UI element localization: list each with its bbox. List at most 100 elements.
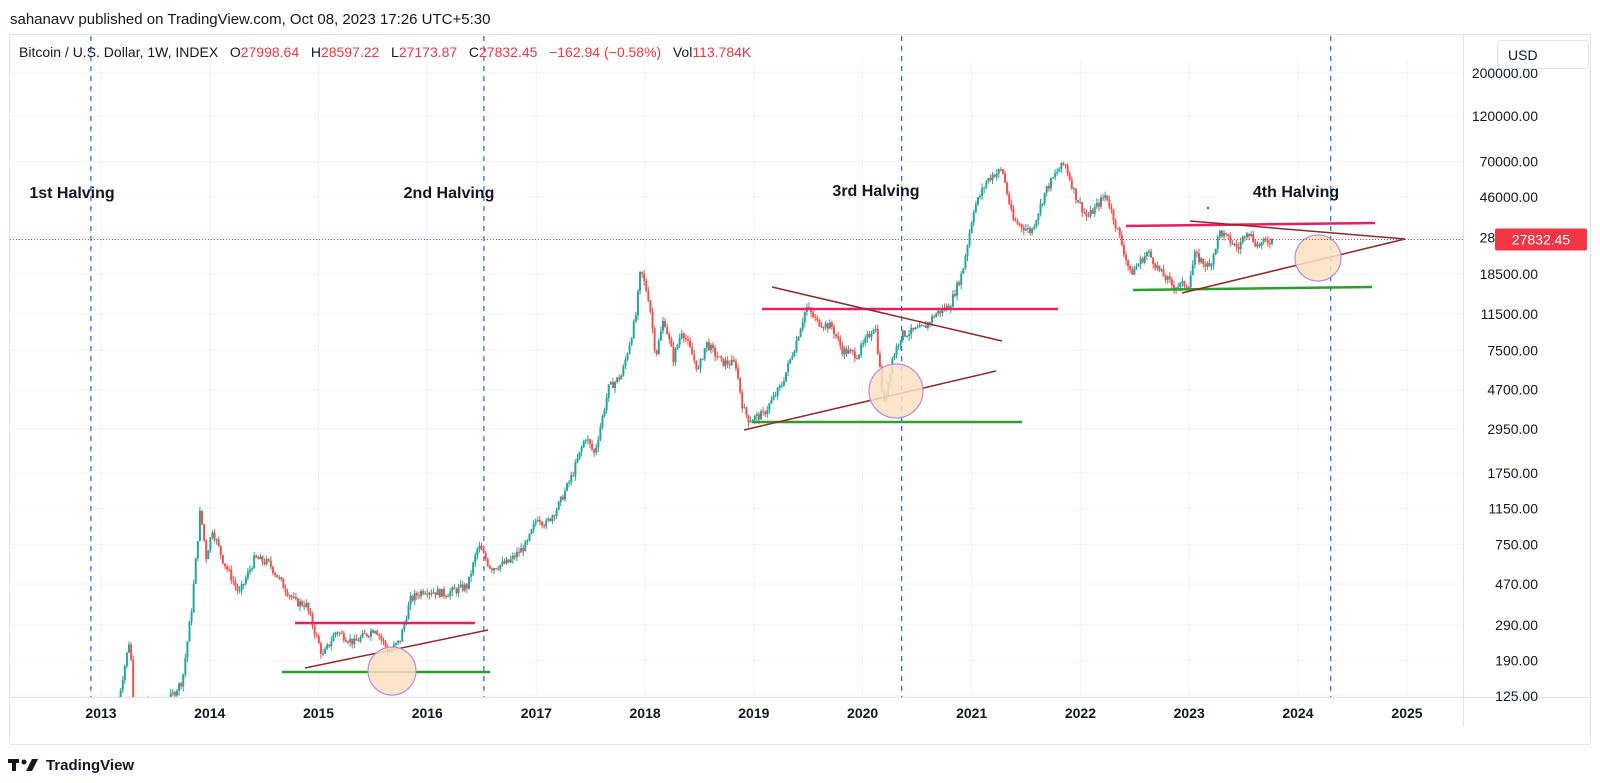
candle-body	[198, 510, 201, 541]
candle-body	[271, 566, 274, 573]
candle	[745, 406, 748, 419]
candle	[607, 384, 610, 403]
candle-body	[463, 584, 466, 591]
candle	[659, 326, 662, 342]
candle-body	[807, 307, 810, 309]
candle-body	[540, 521, 543, 526]
candle-body	[538, 520, 541, 522]
candle-body	[557, 502, 560, 510]
candle	[1181, 277, 1184, 287]
candle-body	[979, 195, 982, 198]
candle	[858, 354, 861, 361]
candle	[822, 326, 825, 332]
candle	[426, 588, 429, 598]
candle-body	[989, 178, 992, 180]
candle-body	[1043, 192, 1046, 204]
candle	[261, 555, 264, 566]
candle	[173, 690, 176, 697]
low-value: 27173.87	[398, 44, 458, 60]
candle	[221, 554, 224, 565]
candle-body	[276, 574, 279, 578]
candle-body	[143, 700, 145, 703]
candle	[793, 349, 796, 358]
candle-body	[1245, 233, 1248, 238]
candle	[1039, 198, 1042, 217]
candle	[309, 608, 312, 617]
candle	[968, 229, 971, 248]
candle	[470, 570, 473, 582]
candle	[791, 352, 794, 361]
candle-body	[634, 315, 637, 322]
candle-body	[684, 338, 687, 340]
candle-body	[361, 633, 364, 638]
symbol-name[interactable]: Bitcoin / U.S. Dollar, 1W, INDEX	[19, 44, 219, 60]
candle	[901, 329, 904, 343]
candle-body	[1208, 263, 1211, 267]
candle	[509, 555, 512, 564]
candle-body	[728, 364, 731, 366]
candle-body	[211, 532, 214, 538]
trendline	[1189, 220, 1406, 240]
candle	[271, 565, 274, 576]
candle-body	[415, 593, 418, 596]
candle	[1066, 163, 1069, 177]
candle-body	[397, 640, 400, 643]
candle-body	[1104, 195, 1107, 198]
candle-body	[933, 316, 936, 318]
candle-body	[561, 496, 564, 500]
candle-body	[1216, 236, 1219, 249]
candle	[999, 166, 1002, 172]
candle-body	[789, 359, 792, 364]
candle-body	[1191, 264, 1194, 276]
candle	[497, 566, 500, 571]
candle	[855, 355, 858, 360]
candle	[121, 675, 124, 694]
candle	[1062, 161, 1065, 166]
candle-body	[480, 545, 483, 551]
halving-label: 2nd Halving	[404, 185, 495, 202]
candle	[294, 592, 297, 601]
candle	[568, 480, 571, 488]
candle-body	[474, 555, 477, 563]
chart-frame[interactable]	[9, 34, 1591, 745]
candle-body	[718, 356, 721, 358]
x-tick-label: 2024	[1282, 705, 1313, 721]
candle-body	[467, 576, 470, 589]
candle	[486, 557, 489, 567]
candle	[407, 601, 410, 620]
candle	[636, 288, 639, 321]
candle-body	[1223, 233, 1226, 237]
candle-body	[689, 340, 692, 348]
candle-body	[461, 584, 464, 591]
y-tick-label: 46000.00	[1480, 189, 1539, 205]
candle-body	[974, 204, 977, 213]
candle-body	[578, 451, 581, 459]
candle-body	[833, 326, 836, 335]
candle	[467, 576, 470, 590]
candle	[151, 699, 153, 708]
candle-body	[649, 300, 652, 312]
candle	[276, 574, 279, 578]
candle	[280, 576, 283, 582]
candle-body	[1079, 201, 1082, 203]
candle-body	[722, 358, 725, 366]
candle-body	[1072, 188, 1075, 190]
candle-body	[1150, 251, 1153, 258]
candle-body	[311, 614, 314, 627]
candle-body	[816, 317, 819, 320]
candle	[536, 516, 539, 523]
candle-body	[835, 334, 838, 337]
footer-brand[interactable]: TradingView	[8, 755, 134, 775]
candle	[1150, 248, 1153, 258]
candle-body	[1185, 286, 1188, 288]
candle-body	[251, 568, 254, 570]
candle-body	[119, 690, 122, 697]
currency-button[interactable]: USD	[1497, 40, 1589, 69]
candle-body	[778, 385, 781, 388]
candle	[553, 514, 556, 521]
candle-body	[242, 583, 245, 585]
candle	[347, 640, 350, 645]
candle-body	[837, 336, 840, 339]
candle-body	[1264, 238, 1267, 241]
